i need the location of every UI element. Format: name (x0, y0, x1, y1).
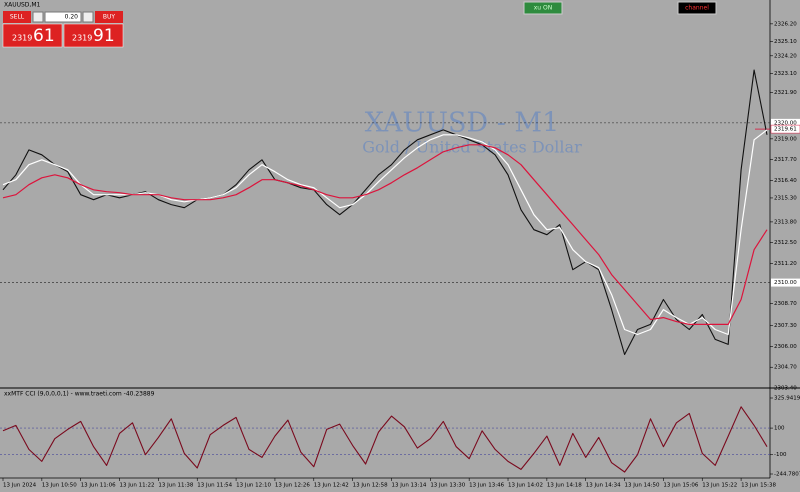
x-tick-label: 13 Jun 14:34 (586, 483, 621, 489)
lot-value: 0.20 (65, 14, 79, 21)
last-price-tag (770, 124, 800, 134)
level-label: 2310.00 (774, 280, 797, 286)
lot-up[interactable] (82, 11, 94, 23)
x-tick-label: 13 Jun 15:22 (702, 483, 737, 489)
y-tick-label: 2324.20 (774, 53, 797, 59)
y-tick-label: 2316.40 (774, 178, 797, 184)
level-tag (771, 118, 800, 127)
x-tick-label: 13 Jun 11:22 (120, 483, 155, 489)
buy-button[interactable] (95, 11, 123, 23)
x-tick-label: 13 Jun 10:50 (42, 483, 77, 489)
last-price-label: 2319.61 (774, 127, 797, 133)
y-tick-label: 325.94194 (774, 396, 800, 402)
y-tick-label: 2317.70 (774, 157, 797, 163)
x-tick-label: 13 Jun 2024 (3, 483, 37, 489)
y-tick-label: 2315.30 (774, 195, 797, 201)
x-tick-label: 13 Jun 11:06 (81, 483, 116, 489)
series-line (2, 144, 768, 325)
lot-input[interactable] (44, 11, 82, 23)
x-tick-label: 13 Jun 14:02 (508, 483, 543, 489)
y-tick-label: 2311.20 (774, 261, 797, 267)
y-tick-label: -244.7807 (774, 472, 800, 478)
channel-button[interactable] (677, 1, 717, 15)
toggle-button[interactable] (523, 1, 563, 15)
y-tick-label: -100 (774, 452, 787, 458)
y-tick-label: 2313.80 (774, 219, 797, 225)
y-tick-label: 2307.30 (774, 323, 797, 329)
y-tick-label: 2312.50 (774, 240, 797, 246)
x-tick-label: 13 Jun 15:38 (741, 483, 776, 489)
y-tick-label: 2321.90 (774, 90, 797, 96)
y-tick-label: 2326.20 (774, 21, 797, 27)
x-tick-label: 13 Jun 14:18 (547, 483, 582, 489)
x-tick-label: 13 Jun 12:26 (275, 483, 310, 489)
symbol-label: XAUUSD,M1 (4, 2, 41, 9)
channel-label: channel (685, 5, 709, 12)
x-tick-label: 13 Jun 12:58 (353, 483, 388, 489)
x-tick-label: 13 Jun 14:50 (625, 483, 660, 489)
x-tick-label: 13 Jun 12:42 (314, 483, 349, 489)
y-tick-label: 2319.00 (774, 136, 797, 142)
bid-box[interactable] (2, 23, 63, 48)
x-tick-label: 13 Jun 11:54 (197, 483, 232, 489)
ask-big: 2319 (72, 34, 92, 43)
bid-small: 61 (33, 26, 55, 46)
sell-button[interactable] (3, 11, 31, 23)
y-tick-label: 2304.70 (774, 365, 797, 371)
y-tick-label: 2308.70 (774, 301, 797, 307)
y-tick-label: 100 (774, 426, 785, 432)
ask-small: 91 (93, 26, 115, 46)
x-tick-label: 13 Jun 13:46 (469, 483, 504, 489)
x-tick-label: 13 Jun 13:30 (430, 483, 465, 489)
level-tag (771, 278, 800, 287)
x-tick-label: 13 Jun 15:06 (663, 483, 698, 489)
sell-label: SELL (10, 14, 25, 21)
y-tick-label: 2303.40 (774, 386, 797, 392)
x-tick-label: 13 Jun 11:38 (158, 483, 193, 489)
trade-panel: SELL 0.20 BUY 2319 61 2319 91 (2, 11, 124, 48)
y-tick-label: 2323.10 (774, 71, 797, 77)
toggle-label: xu ON (534, 5, 552, 12)
buy-label: BUY (103, 14, 116, 21)
x-tick-label: 13 Jun 13:14 (391, 483, 426, 489)
lot-down[interactable] (32, 11, 44, 23)
level-label: 2320.00 (774, 120, 797, 126)
series-line (2, 406, 768, 473)
bid-big: 2319 (12, 34, 32, 43)
x-tick-label: 13 Jun 12:10 (236, 483, 271, 489)
ask-box[interactable] (63, 23, 124, 48)
y-tick-label: 2306.00 (774, 344, 797, 350)
y-tick-label: 2325.10 (774, 39, 797, 45)
indicator-title: xxMTF CCI (9,0,0,0,1) - www.traeti.com -… (4, 391, 155, 398)
watermark-subtitle: Gold / United States Dollar (362, 138, 582, 157)
